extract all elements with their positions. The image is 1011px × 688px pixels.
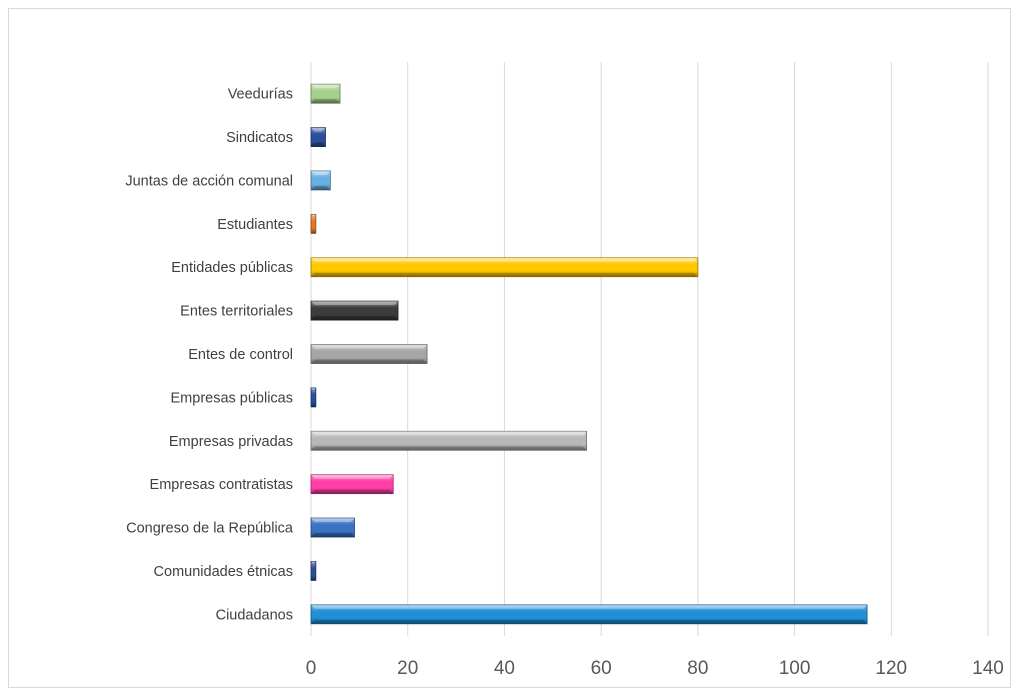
category-label: Empresas contratistas (150, 477, 293, 493)
x-tick-label: 0 (306, 658, 317, 679)
bar-empresas-privadas (310, 430, 588, 451)
bar-rect (310, 561, 317, 581)
bar-bevel-highlight (311, 257, 698, 262)
category-labels: Ciudadanos Comunidades étnicas Congreso de… (125, 87, 294, 624)
bar-bevel-highlight (311, 214, 316, 217)
bar-bevel-shadow (311, 142, 326, 147)
bar-juntas-de-acción-comunal (310, 170, 331, 191)
bar-rect (310, 213, 317, 234)
bar-rect (310, 83, 341, 104)
grid-layer (310, 62, 989, 636)
bar-bevel-shadow (311, 619, 868, 624)
bar-layer (310, 83, 868, 625)
category-label: Juntas de acción comunal (125, 173, 293, 189)
chart-frame (8, 8, 1011, 688)
bar-comunidades-étnicas (310, 561, 317, 581)
bar-bevel-highlight (311, 604, 868, 609)
category-label: Empresas privadas (169, 434, 293, 450)
bar-bevel-shadow (311, 185, 331, 190)
bar-ciudadanos (310, 604, 868, 625)
bar-bevel-highlight (311, 84, 341, 89)
category-label: Ciudadanos (216, 607, 293, 623)
category-label: Estudiantes (217, 217, 293, 233)
bar-bevel-shadow (311, 316, 399, 321)
category-label: Veedurías (228, 87, 293, 103)
bar-bevel-shadow (311, 99, 341, 104)
category-label: Entidades públicas (171, 260, 293, 276)
bar-rect (310, 430, 588, 451)
bar-bevel-shadow (311, 578, 316, 581)
bar-rect (310, 300, 399, 321)
bar-bevel-highlight (311, 518, 355, 523)
bar-entidades-públicas (310, 257, 699, 278)
bar-bevel-shadow (311, 533, 355, 538)
bar-empresas-contratistas (310, 474, 394, 495)
bar-veedurías (310, 83, 341, 104)
x-tick-label: 80 (687, 658, 708, 679)
bar-bevel-highlight (311, 344, 428, 349)
x-tick-label: 140 (972, 658, 1004, 679)
category-label: Sindicatos (226, 130, 293, 146)
bar-rect (310, 170, 331, 191)
bar-rect (310, 474, 394, 495)
bar-bevel-highlight (311, 561, 316, 564)
bar-estudiantes (310, 213, 317, 234)
bar-rect (310, 344, 428, 364)
bar-bevel-highlight (311, 431, 587, 436)
bar-bevel-highlight (311, 387, 316, 391)
bar-bevel-shadow (311, 272, 698, 277)
bar-bevel-highlight (311, 127, 326, 132)
bar-rect (310, 517, 355, 538)
bar-rect (310, 604, 868, 625)
bar-bevel-shadow (311, 359, 428, 364)
bar-bevel-shadow (311, 230, 316, 234)
bar-empresas-públicas (310, 387, 317, 408)
bar-congreso-de-la-república (310, 517, 355, 538)
x-tick-label: 100 (779, 658, 811, 679)
category-label: Entes territoriales (180, 304, 293, 320)
category-label: Comunidades étnicas (154, 564, 293, 580)
x-tick-label: 60 (591, 658, 612, 679)
category-label: Empresas públicas (171, 390, 294, 406)
bar-bevel-highlight (311, 474, 394, 479)
bar-bevel-shadow (311, 489, 394, 494)
bar-bevel-shadow (311, 404, 316, 407)
bar-rect (310, 387, 317, 408)
bar-bevel-highlight (311, 301, 399, 306)
bar-rect (310, 257, 699, 278)
bar-entes-territoriales (310, 300, 399, 321)
x-tick-label: 40 (494, 658, 515, 679)
bar-bevel-shadow (311, 446, 587, 451)
x-tick-label: 120 (875, 658, 907, 679)
x-axis-tick-labels: 0 20 40 60 80 100 120 140 (306, 658, 1004, 679)
bar-rect (310, 127, 326, 147)
category-label: Entes de control (188, 347, 293, 363)
x-tick-label: 20 (397, 658, 418, 679)
category-label: Congreso de la República (126, 521, 294, 537)
bar-sindicatos (310, 127, 326, 147)
bar-entes-de-control (310, 344, 428, 364)
bar-bevel-highlight (311, 170, 331, 175)
